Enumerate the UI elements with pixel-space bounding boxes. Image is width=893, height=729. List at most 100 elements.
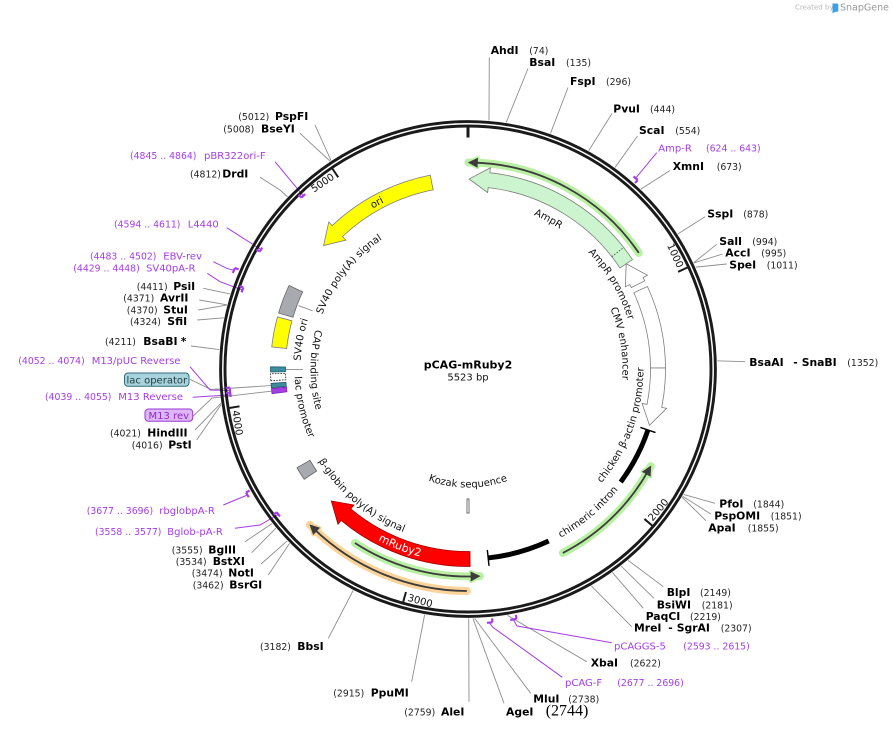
site-name[interactable]: MluI xyxy=(533,693,559,706)
feature-ampr-promoter[interactable] xyxy=(624,263,649,289)
primer-binding-mark[interactable] xyxy=(231,266,240,274)
primer-rbglobpa-r[interactable]: (3677 .. 3696) rbglobpA-R xyxy=(87,506,215,517)
site-bbsi[interactable]: (3182) BbsI xyxy=(260,640,324,653)
primer-bglob-pa-r[interactable]: (3558 .. 3577) Bglob-pA-R xyxy=(95,527,223,538)
primer-binding-mark[interactable] xyxy=(239,285,245,293)
orf-intron-region[interactable] xyxy=(558,462,655,557)
site-acci[interactable]: AccI (995) xyxy=(725,247,786,260)
feature-label-kozak-sequence[interactable]: Kozak sequence xyxy=(427,473,508,490)
primer-name[interactable]: EBV-rev xyxy=(163,251,202,262)
site-mrei-sgrai[interactable]: MreI - SgrAI (2307) xyxy=(634,622,752,635)
feature-label-chicken-beta-actin-promoter[interactable]: chicken β-actin promoter xyxy=(595,366,646,485)
site-name[interactable]: AvrII xyxy=(160,292,188,305)
primer-name[interactable]: Bglob-pA-R xyxy=(167,527,223,538)
site-avrii[interactable]: (4371) AvrII xyxy=(123,292,188,305)
site-name[interactable]: ApaI xyxy=(708,522,735,535)
site-pvui[interactable]: PvuI (444) xyxy=(613,103,675,116)
orf-line[interactable] xyxy=(354,542,475,578)
feature-ampr[interactable] xyxy=(468,167,634,269)
site-noti[interactable]: (3474) NotI xyxy=(192,567,254,580)
site-name[interactable]: XbaI xyxy=(591,657,618,670)
site-alei[interactable]: (2759) AleI xyxy=(404,705,464,718)
site-name[interactable]: PstI xyxy=(168,438,191,451)
orf-ampr[interactable] xyxy=(464,156,643,257)
site-name[interactable]: XmnI xyxy=(673,160,704,173)
site-name[interactable]: PpuMI xyxy=(371,687,409,700)
site-name[interactable]: PvuI xyxy=(613,103,640,116)
feature-chicken-beta-actin-promoter[interactable] xyxy=(641,367,668,426)
site-name[interactable]: PfoI xyxy=(719,498,743,511)
feature-box-label-lac-operator[interactable]: lac operator xyxy=(124,372,190,387)
primer-m13-reverse[interactable]: (4039 .. 4055) M13 Reverse xyxy=(45,392,183,403)
site-name[interactable]: BbsI xyxy=(297,640,323,653)
site-ahdi[interactable]: AhdI (74) xyxy=(491,44,549,57)
primer-binding-mark[interactable] xyxy=(297,193,306,199)
primer-binding-mark[interactable] xyxy=(510,614,518,622)
site-apai[interactable]: ApaI (1855) xyxy=(708,522,778,535)
site-name[interactable]: BsiWI xyxy=(657,598,691,611)
site-sali[interactable]: SalI (994) xyxy=(719,235,777,248)
site-bsiwi[interactable]: BsiWI (2181) xyxy=(657,598,733,611)
feature-cap-binding-site[interactable] xyxy=(270,366,286,373)
feature-label-text[interactable]: chimeric intron xyxy=(557,484,621,540)
primer-name[interactable]: M13 Reverse xyxy=(118,392,183,403)
site-name[interactable]: AgeI xyxy=(506,705,533,718)
feature-cmv-enhancer[interactable] xyxy=(633,285,666,369)
primer-name[interactable]: pCAG-F xyxy=(565,678,602,689)
primer-binding-mark[interactable] xyxy=(486,618,494,624)
site-bsaai-snabi[interactable]: BsaAI - SnaBI (1352) xyxy=(749,356,878,369)
site-name[interactable]: PspOMI xyxy=(714,509,760,522)
primer-m13-puc-reverse[interactable]: (4052 .. 4074) M13/pUC Reverse xyxy=(18,356,180,367)
site-hindiii[interactable]: (4021) HindIII xyxy=(110,427,188,440)
primer-binding-mark[interactable] xyxy=(245,489,251,498)
feature-kozak-sequence[interactable] xyxy=(466,498,470,514)
feature-label-text[interactable]: Kozak sequence xyxy=(427,473,508,490)
label-box[interactable] xyxy=(144,408,194,422)
orf-line[interactable] xyxy=(313,528,467,592)
site-name[interactable]: SpeI xyxy=(729,258,756,271)
site-name[interactable]: AhdI xyxy=(491,44,519,57)
site-name[interactable]: MreI xyxy=(634,622,661,635)
site-name[interactable]: DrdI xyxy=(222,167,248,180)
primer-name[interactable]: SV40pA-R xyxy=(146,264,195,275)
feature-beta-globin-polya-signal[interactable] xyxy=(296,459,318,480)
site-name[interactable]: HindIII xyxy=(147,427,187,440)
site-pfoi[interactable]: PfoI (1844) xyxy=(719,498,784,511)
site-name[interactable]: SgrAI xyxy=(677,622,710,635)
site-bstxi[interactable]: (3534) BstXI xyxy=(176,555,245,568)
feature-label-cap-binding-site[interactable]: CAP binding site xyxy=(307,329,323,411)
primer-binding-mark[interactable] xyxy=(632,175,639,184)
site-name[interactable]: BstXI xyxy=(213,555,245,568)
primer-name[interactable]: Amp-R xyxy=(658,144,692,155)
feature-label-text[interactable]: CAP binding site xyxy=(307,329,323,411)
feature-label-chimeric-intron[interactable]: chimeric intron xyxy=(557,484,621,540)
site-name[interactable]: PaqCI xyxy=(646,610,681,623)
feature-sv40-polya-signal[interactable] xyxy=(278,284,304,318)
site-name[interactable]: PspFI xyxy=(275,110,308,123)
primer-pcaggs-5[interactable]: pCAGGS-5 (2593 .. 2615) xyxy=(614,641,750,652)
feature-mruby2[interactable] xyxy=(330,500,471,567)
site-name[interactable]: StuI xyxy=(163,303,188,316)
primer-pcag-f[interactable]: pCAG-F (2677 .. 2696) xyxy=(565,678,684,689)
site-name[interactable]: BsaAI xyxy=(749,356,783,369)
site-name[interactable]: SfiI xyxy=(167,315,187,328)
orf-line[interactable] xyxy=(562,470,649,554)
primer-amp-r[interactable]: Amp-R (624 .. 643) xyxy=(658,144,760,155)
feature-sv40-ori[interactable] xyxy=(271,316,293,349)
orf-mruby2-reverse[interactable] xyxy=(350,539,484,583)
feature-lac-operator[interactable] xyxy=(270,381,287,389)
label-box-text[interactable]: lac operator xyxy=(127,375,188,386)
site-stui[interactable]: (4370) StuI xyxy=(127,303,188,316)
site-bglii[interactable]: (3555) BglII xyxy=(172,543,236,556)
site-name[interactable]: BseYI xyxy=(261,122,295,135)
feature-lac-promoter[interactable] xyxy=(270,372,287,382)
primer-binding-mark[interactable] xyxy=(255,246,264,253)
primer-name[interactable]: pBR322ori-F xyxy=(204,151,266,162)
site-paqci[interactable]: PaqCI (2219) xyxy=(646,610,721,623)
site-name[interactable]: BsrGI xyxy=(229,578,262,591)
site-psii[interactable]: (4411) PsiI xyxy=(137,280,195,293)
site-name[interactable]: BglII xyxy=(208,543,236,556)
site-name[interactable]: SspI xyxy=(707,207,733,220)
site-bseyi[interactable]: (5008) BseYI xyxy=(223,122,295,135)
site-sspi[interactable]: SspI (878) xyxy=(707,207,768,220)
